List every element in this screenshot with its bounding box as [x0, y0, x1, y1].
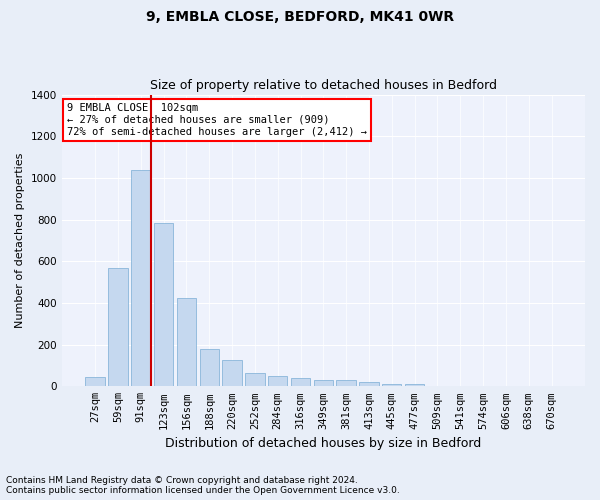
Bar — [359, 382, 379, 386]
Bar — [405, 384, 424, 386]
X-axis label: Distribution of detached houses by size in Bedford: Distribution of detached houses by size … — [165, 437, 481, 450]
Title: Size of property relative to detached houses in Bedford: Size of property relative to detached ho… — [150, 79, 497, 92]
Bar — [85, 377, 105, 386]
Text: Contains HM Land Registry data © Crown copyright and database right 2024.
Contai: Contains HM Land Registry data © Crown c… — [6, 476, 400, 495]
Bar — [200, 349, 219, 387]
Bar — [154, 222, 173, 386]
Bar — [337, 380, 356, 386]
Bar — [314, 380, 333, 386]
Y-axis label: Number of detached properties: Number of detached properties — [15, 152, 25, 328]
Bar — [108, 268, 128, 386]
Bar — [291, 378, 310, 386]
Bar — [177, 298, 196, 386]
Text: 9, EMBLA CLOSE, BEDFORD, MK41 0WR: 9, EMBLA CLOSE, BEDFORD, MK41 0WR — [146, 10, 454, 24]
Text: 9 EMBLA CLOSE: 102sqm
← 27% of detached houses are smaller (909)
72% of semi-det: 9 EMBLA CLOSE: 102sqm ← 27% of detached … — [67, 104, 367, 136]
Bar — [268, 376, 287, 386]
Bar — [131, 170, 151, 386]
Bar — [223, 360, 242, 386]
Bar — [382, 384, 401, 386]
Bar — [245, 373, 265, 386]
